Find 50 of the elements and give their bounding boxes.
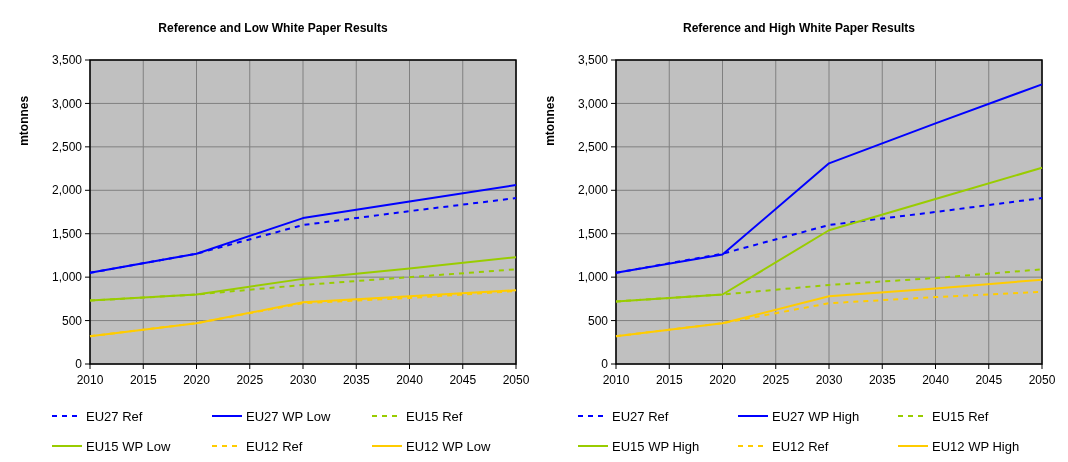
y-tick-label: 2,500 [51,140,83,155]
x-tick-label: 2050 [502,373,530,387]
x-tick-label: 2040 [396,373,424,387]
y-tick-label: 1,500 [51,226,83,241]
x-tick-label: 2040 [922,373,950,387]
y-axis-title: mtonnes [17,95,31,146]
x-tick-label: 2010 [602,373,630,387]
x-tick-label: 2035 [868,373,896,387]
y-tick-label: 2,000 [51,183,83,198]
chart-title: Reference and Low White Paper Results [158,21,389,35]
x-tick-label: 2035 [342,373,370,387]
x-tick-label: 2015 [129,373,157,387]
y-tick-label: 1,000 [51,270,83,285]
x-tick-label: 2020 [709,373,737,387]
x-tick-label: 2045 [449,373,477,387]
legend-label: EU15 WP Low [86,438,171,454]
chart-title: Reference and High White Paper Results [682,21,916,35]
legend-label: EU15 Ref [932,408,989,424]
y-tick-label: 1,000 [577,270,609,285]
legend-label: EU12 Ref [772,438,829,454]
legend-label: EU15 Ref [406,408,463,424]
legend-label: EU12 WP Low [406,438,491,454]
x-tick-label: 2030 [815,373,843,387]
y-tick-label: 0 [75,357,83,372]
y-tick-label: 2,000 [577,183,609,198]
y-tick-label: 3,500 [577,53,609,68]
y-tick-label: 1,500 [577,226,609,241]
y-tick-label: 2,500 [577,140,609,155]
legend-label: EU27 Ref [612,408,669,424]
x-tick-label: 2050 [1028,373,1056,387]
legend-label: EU27 WP High [772,408,860,424]
x-tick-label: 2030 [289,373,317,387]
y-tick-label: 3,500 [51,53,83,68]
y-axis-title: mtonnes [543,95,557,146]
y-tick-label: 3,000 [51,96,83,111]
legend-label: EU15 WP High [612,438,700,454]
x-tick-label: 2020 [183,373,211,387]
x-tick-label: 2025 [236,373,264,387]
x-tick-label: 2025 [762,373,790,387]
y-tick-label: 3,000 [577,96,609,111]
legend-label: EU27 WP Low [246,408,331,424]
x-tick-label: 2010 [76,373,104,387]
x-tick-label: 2015 [655,373,683,387]
legend-label: EU12 Ref [246,438,303,454]
y-tick-label: 500 [61,313,83,328]
x-tick-label: 2045 [975,373,1003,387]
legend-label: EU12 WP High [932,438,1020,454]
legend-label: EU27 Ref [86,408,143,424]
y-tick-label: 0 [601,357,609,372]
y-tick-label: 500 [587,313,609,328]
